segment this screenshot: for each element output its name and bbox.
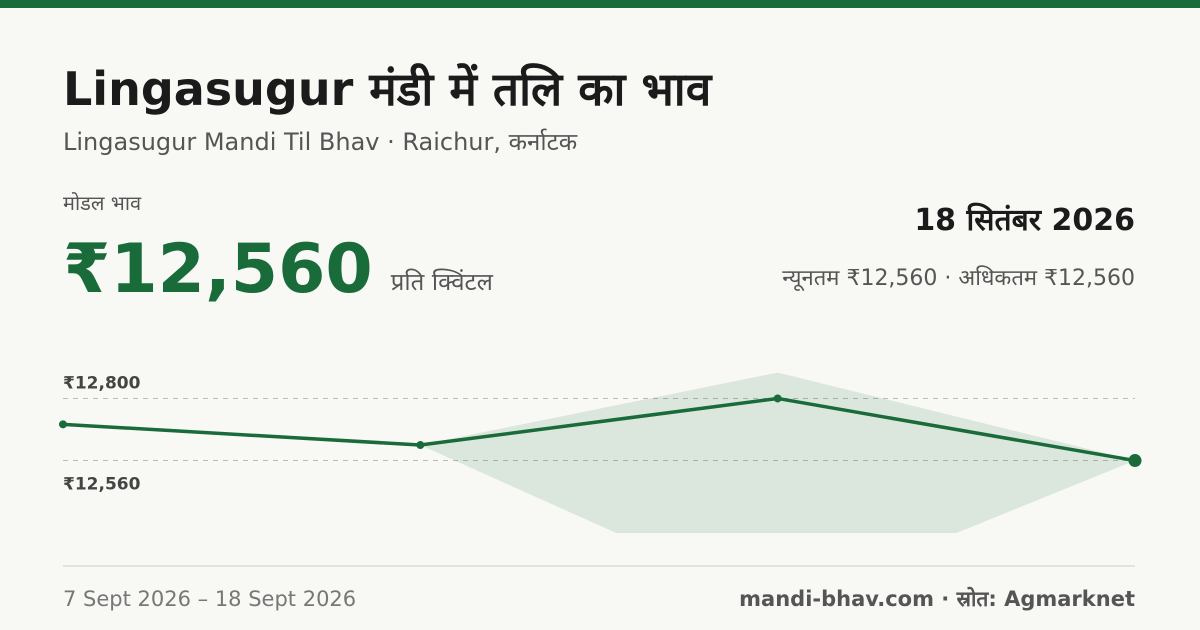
range-band <box>420 372 1135 533</box>
price-range: न्यूनतम ₹12,560 · अधिकतम ₹12,560 <box>782 265 1135 292</box>
chart: ₹12,560 ₹12,800 <box>59 372 1142 533</box>
title: Lingasugur मंडी में तलि का भाव <box>63 62 713 116</box>
top-bar <box>0 0 1200 8</box>
price-point <box>1128 454 1142 468</box>
subtitle: Lingasugur Mandi Til Bhav · Raichur, कर्… <box>63 128 578 156</box>
y-tick-label: ₹12,560 <box>63 475 141 495</box>
price-unit: प्रति क्विंटल <box>391 268 494 296</box>
price-point <box>59 420 67 429</box>
footer-source: mandi-bhav.com · स्रोत: Agmarknet <box>739 586 1135 611</box>
price-line <box>62 396 1136 463</box>
price-label: मोडल भाव <box>63 191 142 215</box>
price-point <box>416 441 425 450</box>
price-date: 18 सितंबर 2026 <box>914 202 1135 238</box>
price-point <box>773 394 782 403</box>
footer-period: 7 Sept 2026 – 18 Sept 2026 <box>63 587 356 611</box>
y-tick-label: ₹12,800 <box>63 373 141 393</box>
price-value: ₹12,560 <box>63 230 373 309</box>
